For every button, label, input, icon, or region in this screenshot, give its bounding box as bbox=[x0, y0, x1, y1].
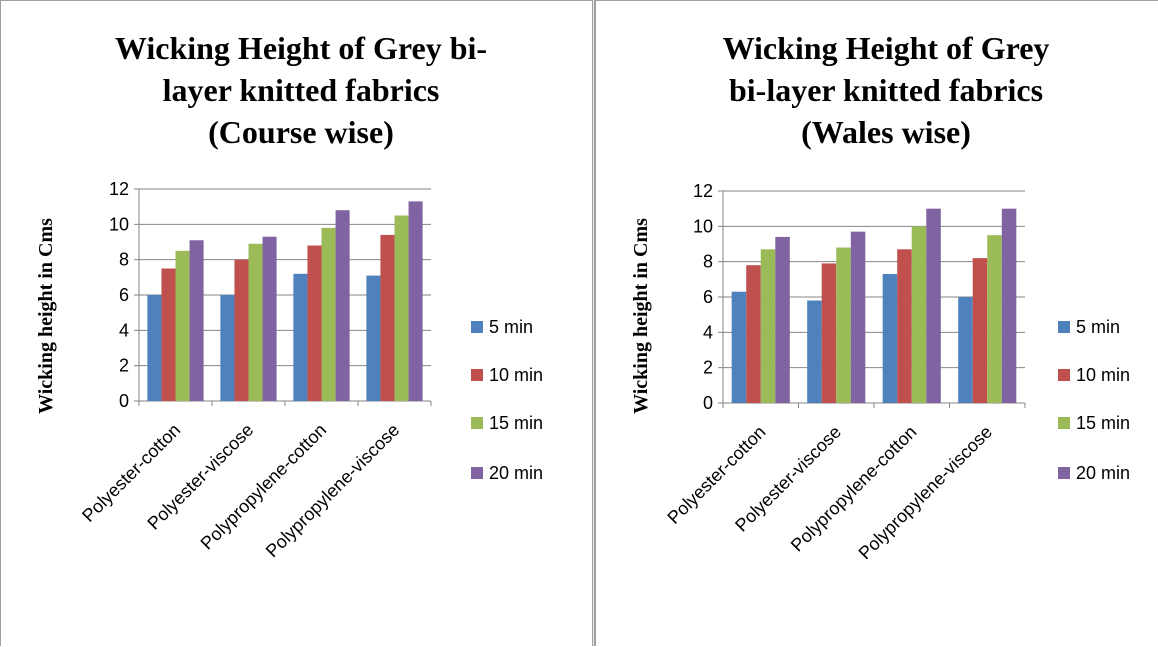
bar-10-min-3 bbox=[972, 258, 988, 403]
x-category-label: Polypropylene-viscose bbox=[262, 420, 403, 561]
legend-swatch bbox=[1058, 417, 1070, 429]
bar-5-min-0 bbox=[147, 295, 162, 401]
bar-15-min-1 bbox=[836, 247, 851, 403]
y-tick-label: 6 bbox=[119, 285, 129, 305]
legend-swatch bbox=[471, 417, 483, 429]
bar-15-min-0 bbox=[175, 250, 190, 401]
bar-20-min-2 bbox=[335, 210, 350, 401]
x-category-label: Polypropylene-viscose bbox=[855, 422, 996, 563]
chart-course-wise: Wicking Height of Grey bi-layer knitted … bbox=[35, 30, 543, 561]
bar-10-min-1 bbox=[821, 263, 837, 403]
bar-20-min-3 bbox=[1001, 208, 1017, 403]
y-axis-label: Wicking height in Cms bbox=[35, 218, 57, 414]
chart-title-line: layer knitted fabrics bbox=[163, 72, 440, 108]
y-axis-label: Wicking height in Cms bbox=[630, 218, 652, 414]
bar-20-min-1 bbox=[850, 231, 866, 403]
bar-15-min-3 bbox=[987, 235, 1002, 403]
y-tick-label: 8 bbox=[119, 250, 129, 270]
legend-label: 20 min bbox=[489, 463, 543, 483]
y-tick-label: 0 bbox=[703, 393, 713, 413]
y-tick-label: 8 bbox=[703, 252, 713, 272]
legend-label: 10 min bbox=[489, 365, 543, 385]
legend-label: 15 min bbox=[489, 413, 543, 433]
y-tick-label: 6 bbox=[703, 287, 713, 307]
bar-20-min-0 bbox=[189, 240, 204, 401]
y-tick-label: 2 bbox=[119, 356, 129, 376]
bar-10-min-0 bbox=[746, 265, 761, 403]
y-tick-label: 12 bbox=[109, 179, 129, 199]
y-tick-label: 10 bbox=[109, 214, 129, 234]
bar-20-min-0 bbox=[775, 236, 790, 403]
panel-divider bbox=[592, 0, 595, 646]
bar-15-min-3 bbox=[394, 215, 409, 401]
y-tick-label: 4 bbox=[119, 320, 129, 340]
bar-20-min-3 bbox=[408, 201, 423, 401]
legend-label: 10 min bbox=[1076, 365, 1130, 385]
bar-5-min-2 bbox=[882, 274, 898, 403]
bar-5-min-1 bbox=[220, 295, 235, 401]
legend-label: 5 min bbox=[489, 317, 533, 337]
y-tick-label: 0 bbox=[119, 391, 129, 411]
bar-5-min-2 bbox=[293, 273, 308, 401]
legend-swatch bbox=[471, 467, 483, 479]
bar-20-min-2 bbox=[926, 208, 941, 403]
chart-panel-course: Wicking Height of Grey bi-layer knitted … bbox=[0, 0, 592, 646]
chart-title-line: bi-layer knitted fabrics bbox=[729, 72, 1043, 108]
legend-swatch bbox=[1058, 321, 1070, 333]
bar-5-min-1 bbox=[807, 300, 822, 403]
bar-5-min-3 bbox=[958, 297, 973, 403]
y-tick-label: 4 bbox=[703, 322, 713, 342]
bar-15-min-0 bbox=[760, 249, 776, 403]
bar-15-min-1 bbox=[248, 243, 263, 401]
chart-title-line: Wicking Height of Grey bi- bbox=[115, 30, 487, 66]
bar-15-min-2 bbox=[911, 226, 927, 403]
legend-label: 15 min bbox=[1076, 413, 1130, 433]
legend-swatch bbox=[471, 321, 483, 333]
chart-panel-wales: Wicking Height of Grey bi-layer knitted f… bbox=[595, 0, 1158, 646]
bar-10-min-3 bbox=[380, 234, 395, 401]
x-category-label: Polypropylene-cotton bbox=[197, 420, 331, 554]
y-tick-label: 2 bbox=[703, 358, 713, 378]
chart-title-line: (Course wise) bbox=[208, 114, 394, 150]
bar-5-min-3 bbox=[366, 275, 381, 401]
bar-10-min-0 bbox=[161, 268, 176, 401]
chart-title-line: (Wales wise) bbox=[801, 114, 971, 150]
bar-15-min-2 bbox=[321, 227, 336, 401]
bar-10-min-1 bbox=[234, 259, 249, 401]
x-category-label: Polypropylene-cotton bbox=[787, 422, 921, 556]
bar-20-min-1 bbox=[262, 236, 277, 401]
legend-swatch bbox=[1058, 369, 1070, 381]
chart-title-line: Wicking Height of Grey bbox=[723, 30, 1050, 66]
legend-label: 20 min bbox=[1076, 463, 1130, 483]
legend-label: 5 min bbox=[1076, 317, 1120, 337]
bar-10-min-2 bbox=[897, 249, 912, 403]
bar-10-min-2 bbox=[307, 245, 322, 401]
chart-wales-wise: Wicking Height of Grey bi-layer knitted f… bbox=[630, 30, 1130, 563]
y-tick-label: 10 bbox=[693, 216, 713, 236]
bar-5-min-0 bbox=[731, 291, 747, 403]
legend-swatch bbox=[471, 369, 483, 381]
y-tick-label: 12 bbox=[693, 181, 713, 201]
legend-swatch bbox=[1058, 467, 1070, 479]
